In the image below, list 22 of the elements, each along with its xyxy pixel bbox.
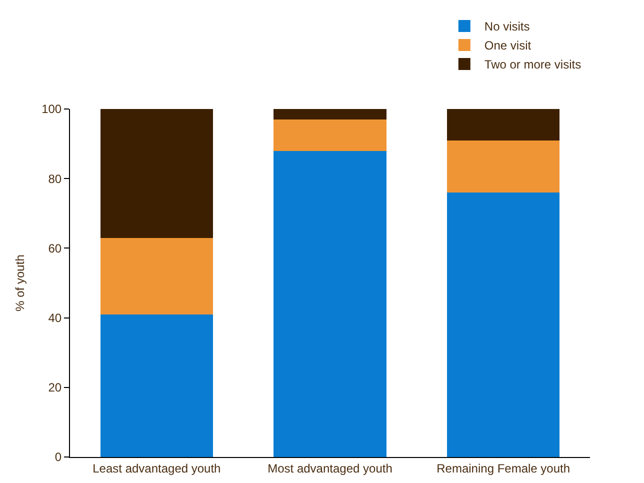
y-tick-label: 80 — [48, 172, 62, 186]
y-axis-title: % of youth — [12, 254, 27, 312]
x-tick-label: Least advantaged youth — [92, 461, 221, 476]
legend-label: No visits — [484, 20, 530, 34]
y-tick-label: 40 — [48, 311, 62, 325]
bar — [447, 140, 560, 193]
bar — [274, 150, 386, 457]
bar — [274, 109, 386, 120]
bar — [447, 109, 560, 140]
y-tick-label: 100 — [42, 102, 62, 116]
legend-label: Two or more visits — [484, 58, 582, 72]
bar — [100, 109, 213, 238]
bar — [100, 314, 213, 457]
legend-label: One visit — [484, 38, 532, 53]
y-tick-label: 0 — [54, 450, 62, 464]
x-tick-label: Most advantaged youth — [268, 461, 392, 476]
y-tick-label: 60 — [48, 241, 62, 256]
bar — [274, 119, 386, 151]
bar — [447, 192, 560, 457]
x-tick-label: Remaining Female youth — [436, 461, 570, 476]
bar — [100, 238, 213, 314]
y-tick-label: 20 — [48, 380, 62, 395]
